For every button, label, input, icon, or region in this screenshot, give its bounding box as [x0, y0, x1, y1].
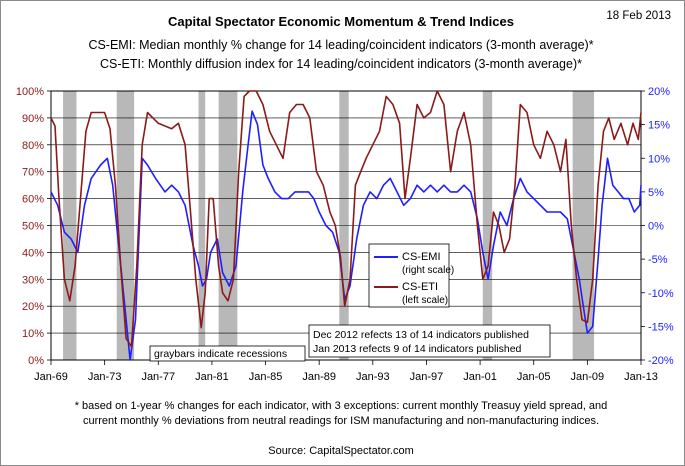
left-tick-label-0: 0%: [28, 355, 44, 367]
chart-date: 18 Feb 2013: [606, 10, 671, 22]
x-tick-label-4: Jan-85: [249, 371, 283, 383]
x-tick-label-2: Jan-77: [141, 371, 175, 383]
x-tick-label-1: Jan-73: [88, 371, 122, 383]
right-axis: -20% -15% -10% -5% 0% 5% 10% 15% 20%: [641, 86, 674, 367]
right-tick-label-0: -20%: [648, 355, 674, 367]
recessions-note: graybars indicate recessions: [154, 348, 287, 360]
publish-note-2: Jan 2013 refects 9 of 14 indicators publ…: [313, 343, 522, 355]
footnote-line-2: current monthly % deviations from neutra…: [83, 415, 599, 427]
right-tick-label-8: 20%: [648, 86, 670, 98]
series-line-cs-emi: [50, 110, 642, 361]
chart-title: Capital Spectator Economic Momentum & Tr…: [168, 14, 514, 29]
right-tick-label-4: 0%: [648, 221, 664, 233]
left-tick-label-9: 90%: [22, 113, 44, 125]
right-tick-label-3: -5%: [648, 254, 668, 266]
left-tick-label-5: 50%: [22, 221, 44, 233]
x-tick-label-9: Jan-05: [517, 371, 551, 383]
left-tick-label-6: 60%: [22, 194, 44, 206]
right-tick-label-7: 15%: [648, 120, 670, 132]
right-tick-label-2: -10%: [648, 288, 674, 300]
series-lines: [50, 90, 642, 361]
publish-note-box: Dec 2012 refects 13 of 14 indicators pub…: [308, 324, 551, 358]
legend-emi-scale: (right scale): [402, 265, 454, 276]
x-tick-label-5: Jan-89: [302, 371, 336, 383]
left-tick-label-7: 70%: [22, 167, 44, 179]
left-tick-label-3: 30%: [22, 274, 44, 286]
right-tick-label-6: 10%: [648, 153, 670, 165]
x-tick-label-10: Jan-09: [571, 371, 605, 383]
publish-note-1: Dec 2012 refects 13 of 14 indicators pub…: [313, 329, 529, 341]
recessions-note-box: graybars indicate recessions: [149, 345, 306, 362]
footnote-line-1: * based on 1-year % changes for each ind…: [75, 400, 608, 412]
x-tick-label-6: Jan-93: [356, 371, 390, 383]
x-tick-label-3: Jan-81: [195, 371, 229, 383]
chart-subtitle-emi: CS-EMI: Median monthly % change for 14 l…: [88, 38, 593, 52]
series-line-cs-eti: [50, 90, 642, 348]
chart-subtitle-eti: CS-ETI: Monthly diffusion index for 14 l…: [100, 57, 582, 71]
x-tick-label-7: Jan-97: [410, 371, 444, 383]
legend-box: [368, 243, 450, 308]
left-axis: 0% 10% 20% 30% 40% 50% 60% 70% 80% 90% 100%: [16, 86, 51, 367]
x-axis: Jan-69 Jan-73 Jan-77 Jan-81 Jan-85 Jan-89 Jan-…: [34, 360, 658, 383]
x-tick-label-0: Jan-69: [34, 371, 68, 383]
legend: CS-EMI (right scale) CS-ETI (left scale): [368, 243, 454, 308]
legend-emi-label: CS-EMI: [402, 251, 441, 263]
left-tick-label-4: 40%: [22, 247, 44, 259]
right-tick-label-1: -15%: [648, 321, 674, 333]
x-tick-label-11: Jan-13: [624, 371, 658, 383]
x-tick-label-8: Jan-01: [463, 371, 497, 383]
left-tick-label-1: 10%: [22, 328, 44, 340]
legend-eti-scale: (left scale): [402, 295, 448, 306]
right-tick-label-5: 5%: [648, 187, 664, 199]
source-note: Source: CapitalSpectator.com: [268, 445, 414, 457]
left-tick-label-8: 80%: [22, 140, 44, 152]
legend-eti-label: CS-ETI: [402, 281, 438, 293]
left-tick-label-2: 20%: [22, 301, 44, 313]
left-tick-label-10: 100%: [16, 86, 44, 98]
